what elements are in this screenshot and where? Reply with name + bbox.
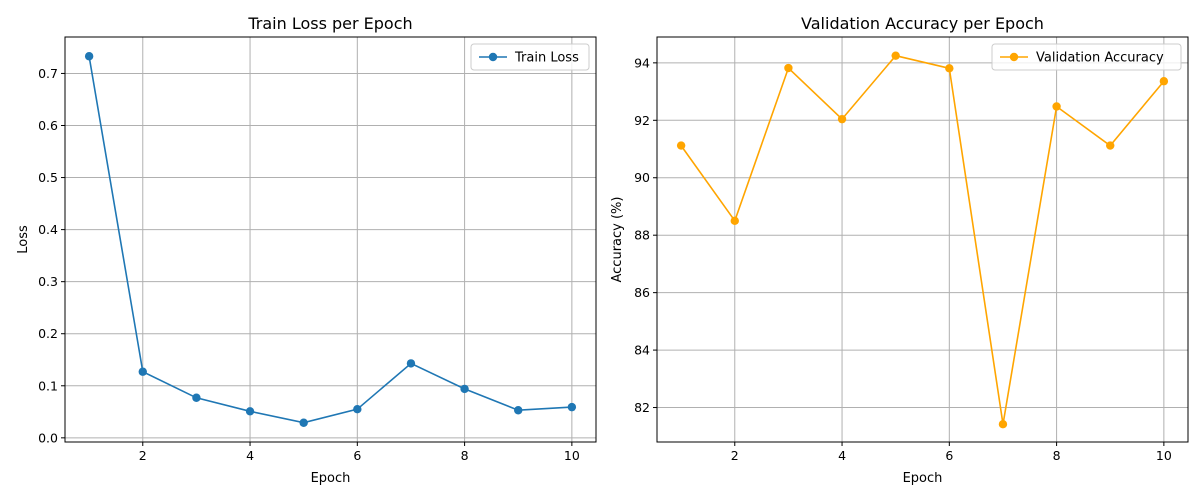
y-tick-label: 0.1: [38, 378, 58, 393]
chart-title: Validation Accuracy per Epoch: [801, 14, 1044, 33]
y-tick-label: 90: [634, 170, 650, 185]
data-point: [837, 114, 847, 124]
data-point: [945, 64, 954, 73]
x-axis-label: Epoch: [903, 471, 943, 486]
legend-label: Train Loss: [514, 51, 579, 66]
legend-marker: [1009, 52, 1019, 62]
data-point: [1159, 77, 1169, 86]
x-tick-label: 10: [564, 448, 580, 463]
data-point: [1052, 102, 1061, 111]
plot-frame: [656, 36, 1189, 443]
data-point: [353, 405, 362, 414]
data-point: [460, 384, 469, 394]
data-point: [784, 63, 793, 73]
x-tick-label: 4: [838, 448, 846, 463]
x-tick-label: 10: [1156, 448, 1172, 463]
data-point: [84, 52, 94, 61]
x-tick-label: 2: [731, 448, 739, 463]
y-tick-label: 0.6: [38, 118, 58, 133]
legend-label: Validation Accuracy: [1036, 51, 1164, 66]
legend-marker: [488, 52, 498, 62]
data-point: [891, 51, 900, 60]
y-tick-label: 94: [634, 55, 650, 70]
y-tick-label: 92: [634, 113, 650, 128]
data-point: [1106, 141, 1115, 150]
data-point: [514, 406, 523, 415]
y-tick-label: 0.2: [38, 326, 58, 341]
data-point: [676, 141, 686, 150]
y-tick-label: 88: [634, 228, 650, 243]
y-tick-label: 86: [634, 285, 650, 300]
y-tick-label: 82: [634, 400, 650, 415]
y-axis-label: Accuracy (%): [610, 197, 625, 283]
legend-box: [470, 43, 590, 71]
legend: Validation Accuracy: [991, 43, 1182, 71]
legend-box: [991, 43, 1182, 71]
data-point: [138, 367, 147, 376]
y-axis-label: Loss: [16, 225, 31, 254]
data-point: [245, 407, 255, 416]
y-tick-label: 0.0: [38, 430, 58, 445]
x-tick-label: 8: [461, 448, 469, 463]
chart-panel-1: 2 4 6 8 10 0.0 0.1 0.2 0.3 0.4 0.5 0.6 0.7 Train Loss…: [16, 14, 597, 486]
data-point: [567, 402, 577, 412]
data-point: [192, 393, 201, 402]
chart-title: Train Loss per Epoch: [247, 14, 412, 33]
y-tick-label: 0.5: [38, 170, 58, 185]
y-tick-label: 0.7: [38, 66, 58, 81]
data-point: [998, 419, 1008, 429]
chart-panel-2: 2 4 6 8 10 82 84 86 88 90 92 94 Validation Accuracy …: [610, 14, 1189, 486]
data-point: [730, 216, 739, 226]
x-tick-label: 2: [139, 448, 147, 463]
legend: Train Loss: [470, 43, 590, 71]
data-point: [299, 418, 308, 427]
data-point: [406, 359, 416, 368]
y-tick-label: 0.4: [38, 222, 58, 237]
series-line: [88, 56, 572, 424]
x-tick-label: 6: [353, 448, 361, 463]
y-tick-label: 0.3: [38, 274, 58, 289]
series-line: [680, 54, 1165, 425]
plot-frame: [64, 36, 597, 443]
x-tick-label: 4: [246, 448, 254, 463]
x-axis-label: Epoch: [311, 471, 351, 486]
y-tick-label: 84: [634, 343, 650, 358]
x-tick-label: 6: [945, 448, 953, 463]
x-tick-label: 8: [1053, 448, 1061, 463]
